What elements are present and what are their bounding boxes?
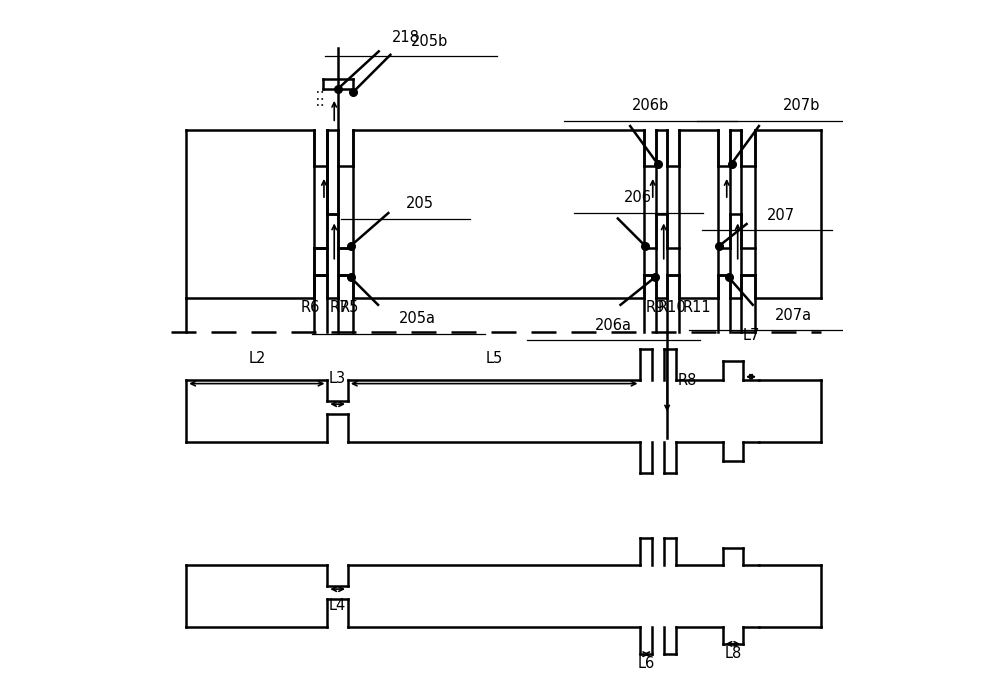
Text: 207a: 207a — [775, 308, 812, 323]
Text: L7: L7 — [742, 327, 760, 342]
Text: 218: 218 — [392, 30, 420, 45]
Text: R7: R7 — [329, 300, 349, 315]
Text: 205a: 205a — [399, 311, 436, 326]
Text: 205: 205 — [405, 196, 433, 211]
Text: L4: L4 — [329, 598, 346, 613]
Text: R9: R9 — [645, 300, 665, 315]
Text: R6: R6 — [301, 300, 320, 315]
Text: L8: L8 — [724, 646, 742, 661]
Text: 206a: 206a — [595, 318, 632, 333]
Text: L6: L6 — [638, 656, 655, 671]
Text: R5: R5 — [340, 300, 359, 315]
Text: L3: L3 — [329, 371, 346, 386]
Text: 207b: 207b — [783, 98, 820, 113]
Text: L5: L5 — [486, 351, 503, 366]
Text: 207: 207 — [767, 208, 795, 223]
Text: 206: 206 — [624, 190, 652, 205]
Text: R10: R10 — [658, 300, 686, 315]
Text: L2: L2 — [248, 351, 266, 366]
Text: 206b: 206b — [632, 98, 669, 113]
Text: R11: R11 — [683, 300, 712, 315]
Text: 205b: 205b — [411, 34, 448, 49]
Text: R8: R8 — [677, 373, 697, 388]
